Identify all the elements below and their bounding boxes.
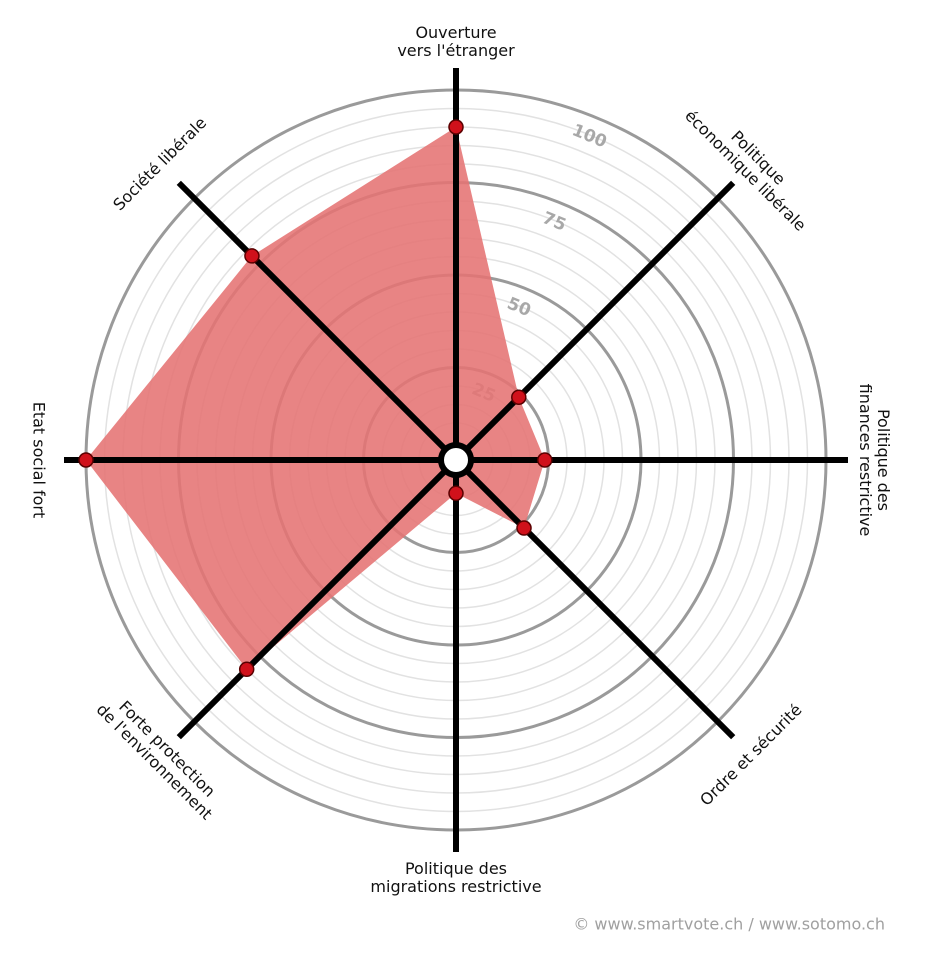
point (537, 452, 553, 468)
point (448, 119, 464, 135)
r-tick-label: 100 (569, 120, 610, 152)
axis-label: Ouverture vers l'étranger (397, 23, 515, 60)
axis-label: Etat social fort (30, 402, 49, 519)
r-tick-label: 50 (504, 294, 534, 322)
center (438, 442, 474, 478)
source-note: © www.smartvote.ch / www.sotomo.ch (573, 915, 885, 934)
axis (176, 180, 459, 463)
point (448, 485, 464, 502)
axis-label: Politique desfinances restrictive (857, 384, 894, 537)
point (244, 248, 260, 264)
area (86, 127, 545, 670)
point (238, 661, 255, 678)
point (516, 520, 532, 536)
point (511, 389, 527, 405)
axis-label: Politique des migrations restrictive (370, 859, 541, 896)
point (78, 452, 94, 468)
axis (176, 457, 459, 740)
axis (453, 180, 736, 463)
r-tick-label: 75 (539, 208, 569, 236)
axis (453, 457, 736, 740)
